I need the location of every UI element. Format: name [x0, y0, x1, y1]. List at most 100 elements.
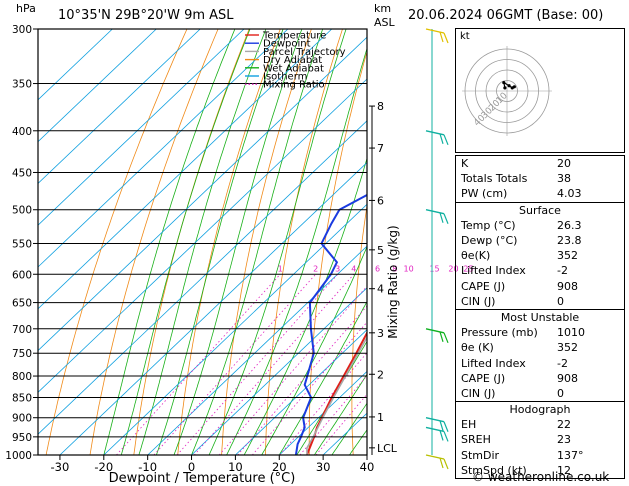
- mixing-ratio-label: 8: [392, 264, 397, 273]
- pressure-tick-label: 350: [12, 79, 32, 91]
- most-unstable-row-value: 908: [557, 370, 625, 386]
- hodograph-row-value: 12: [557, 462, 625, 479]
- pressure-tick-label: 950: [12, 432, 32, 444]
- pressure-tick-label: 800: [12, 371, 32, 383]
- legend-entry: Temperature: [262, 31, 326, 42]
- pressure-tick-label: 300: [12, 24, 32, 36]
- dry-adiabat-line: [89, 29, 219, 455]
- sounding-indices-table: K 20 Totals Totals 38 PW (cm) 4.03 Surface …: [455, 155, 625, 479]
- mixing-ratio-line: [116, 274, 281, 455]
- pressure-tick-label: 450: [12, 167, 32, 179]
- wind-barb: [425, 426, 449, 442]
- dry-adiabat-line: [133, 29, 250, 455]
- height-tick-label: 8: [377, 100, 384, 113]
- dewpoint-profile: [294, 193, 367, 455]
- wet-adiabat-line: [314, 373, 367, 455]
- mixing-ratio-label: 15: [429, 264, 439, 273]
- wet-adiabat-line: [331, 402, 367, 455]
- wet-adiabat-line: [278, 300, 367, 455]
- temperature-tick-label: -30: [51, 460, 70, 474]
- parcel-trajectory-profile: [306, 335, 367, 455]
- legend-entry: Dewpoint: [263, 39, 311, 50]
- asl-unit-label: ASL: [374, 16, 395, 29]
- pressure-tick-label: 500: [12, 205, 32, 217]
- k-index-label: K: [455, 155, 557, 172]
- surface-row-value: 352: [557, 248, 625, 264]
- hodograph-row-label: EH: [455, 417, 557, 433]
- surface-row-value: -2: [557, 263, 625, 279]
- most-unstable-section-title: Most Unstable: [455, 308, 625, 326]
- hodograph-point: [507, 84, 511, 88]
- pressure-tick-label: 750: [12, 348, 32, 360]
- most-unstable-row-label: Lifted Index: [455, 355, 557, 371]
- totals-totals-value: 38: [557, 171, 625, 187]
- height-tick-label: 1: [377, 411, 384, 424]
- most-unstable-row-label: CIN (J): [455, 385, 557, 402]
- pressure-tick-label: 1000: [5, 450, 32, 462]
- pressure-tick-label: 900: [12, 413, 32, 425]
- height-tick-label: 4: [377, 283, 384, 296]
- hodograph-row-label: SREH: [455, 432, 557, 448]
- hodograph-point: [503, 86, 507, 90]
- temperature-tick-label: 40: [360, 460, 375, 474]
- hodograph-row-label: StmSpd (kt): [455, 462, 557, 479]
- legend-entry: Isotherm: [263, 72, 307, 83]
- surface-row-value: 26.3: [557, 217, 625, 233]
- surface-row-value: 908: [557, 278, 625, 294]
- surface-row-label: Dewp (°C): [455, 232, 557, 249]
- mixing-ratio-label: 1: [278, 264, 283, 273]
- pw-value: 4.03: [557, 186, 625, 203]
- most-unstable-row-value: 352: [557, 340, 625, 356]
- isotherm-line: [38, 29, 245, 226]
- mixing-ratio-line: [176, 274, 338, 455]
- pressure-tick-label: 850: [12, 392, 32, 404]
- mixing-ratio-label: 4: [351, 264, 356, 273]
- height-tick-label: 6: [377, 194, 384, 207]
- x-axis-label: Dewpoint / Temperature (°C): [109, 471, 296, 486]
- surface-row-label: θe(K): [455, 248, 557, 264]
- isotherm-line: [147, 245, 367, 455]
- hodograph-unit-label: kt: [460, 31, 470, 42]
- mixing-ratio-line: [153, 274, 316, 455]
- copyright-label: © weatheronline.co.uk: [472, 470, 610, 484]
- hodograph-section-title: Hodograph: [455, 401, 625, 418]
- most-unstable-row-label: CAPE (J): [455, 370, 557, 386]
- location-label: 10°35'N 29B°20'W 9m ASL: [58, 8, 234, 23]
- mixing-ratio-label: 2: [313, 264, 318, 273]
- surface-row-label: Temp (°C): [455, 217, 557, 233]
- temperature-profile: [305, 330, 367, 455]
- wind-barbs: [425, 28, 449, 470]
- isotherm-line: [191, 287, 367, 455]
- pressure-tick-label: 400: [12, 126, 32, 138]
- surface-row-label: Lifted Index: [455, 263, 557, 279]
- isotherm-line: [103, 203, 367, 455]
- legend-entry: Wet Adiabat: [263, 63, 324, 74]
- temperature-tick-label: -20: [94, 460, 113, 474]
- pressure-tick-label: 600: [12, 269, 32, 281]
- hodograph-row-value: 22: [557, 417, 625, 433]
- legend-entry: Dry Adiabat: [263, 55, 322, 66]
- height-tick-label: 5: [377, 244, 384, 257]
- surface-row-label: CIN (J): [455, 293, 557, 310]
- hodograph-row-label: StmDir: [455, 447, 557, 463]
- height-tick-label: 7: [377, 142, 384, 155]
- hodograph-row-value: 137°: [557, 447, 625, 463]
- wet-adiabat-line: [173, 29, 303, 455]
- isotherm-line: [38, 120, 367, 435]
- dry-adiabat-line: [308, 50, 367, 455]
- pressure-tick-label: 550: [12, 238, 32, 250]
- pressure-tick-label: 650: [12, 298, 32, 310]
- mixing-ratio-label: 6: [375, 264, 380, 273]
- isotherm-line: [59, 161, 367, 455]
- wind-barb: [425, 209, 449, 224]
- k-index-value: 20: [557, 155, 625, 172]
- temperature-tick-label: -10: [138, 460, 157, 474]
- totals-totals-label: Totals Totals: [455, 171, 557, 187]
- datetime-label: 20.06.2024 06GMT (Base: 00): [408, 8, 604, 23]
- dry-adiabat-line: [221, 29, 312, 455]
- wind-barb: [425, 28, 449, 44]
- mixing-ratio-label: 20: [448, 264, 458, 273]
- most-unstable-row-label: θe (K): [455, 340, 557, 356]
